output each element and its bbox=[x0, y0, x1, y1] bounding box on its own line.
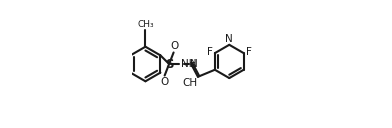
Text: O: O bbox=[170, 41, 178, 51]
Text: CH: CH bbox=[182, 78, 197, 88]
Text: S: S bbox=[165, 57, 173, 71]
Text: N: N bbox=[190, 59, 198, 69]
Text: F: F bbox=[246, 47, 252, 57]
Text: CH₃: CH₃ bbox=[137, 20, 154, 29]
Text: F: F bbox=[207, 47, 213, 57]
Text: O: O bbox=[160, 77, 168, 87]
Text: NH: NH bbox=[181, 59, 196, 69]
Text: N: N bbox=[225, 34, 233, 44]
